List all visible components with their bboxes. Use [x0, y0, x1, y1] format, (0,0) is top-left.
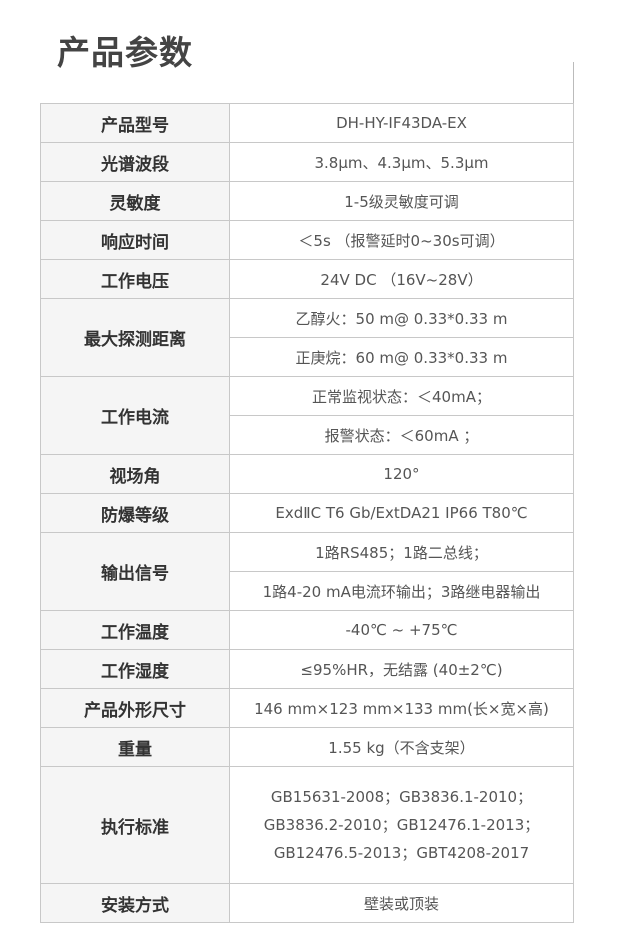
spec-table: 产品型号 DH-HY-IF43DA-EX 光谱波段 3.8μm、4.3μm、5.3μm…: [40, 103, 574, 923]
spec-value: ＜5s （报警延时0~30s可调）: [229, 220, 574, 260]
table-row: 安装方式 壁装或顶装: [40, 883, 574, 923]
spec-label: 重量: [40, 727, 230, 767]
spec-value: GB15631-2008；GB3836.1-2010； GB3836.2-2010…: [229, 766, 574, 884]
spec-value: 1路4-20 mA电流环输出；3路继电器输出: [229, 571, 574, 611]
spec-value-line: GB15631-2008；GB3836.1-2010；: [270, 788, 533, 806]
spec-label: 工作温度: [40, 610, 230, 650]
spec-value: ≤95%HR，无结露 (40±2℃): [229, 649, 574, 689]
table-row: 工作电流 正常监视状态：＜40mA；: [40, 376, 574, 455]
table-row: 正庚烷：60 m@ 0.33*0.33 m: [41, 337, 574, 377]
table-row: 工作电压 24V DC （16V~28V）: [40, 259, 574, 299]
table-row: 产品外形尺寸 146 mm×123 mm×133 mm(长×宽×高): [40, 688, 574, 728]
spec-value: 壁装或顶装: [229, 883, 574, 923]
spec-value: ExdⅡC T6 Gb/ExtDA21 IP66 T80℃: [229, 493, 574, 533]
spec-label: 产品型号: [40, 103, 230, 143]
table-row: 输出信号 1路RS485；1路二总线；: [40, 532, 574, 611]
spec-value: 24V DC （16V~28V）: [229, 259, 574, 299]
spec-label: 工作电流: [40, 376, 230, 455]
spec-value: 120°: [229, 454, 574, 494]
table-row: 光谱波段 3.8μm、4.3μm、5.3μm: [40, 142, 574, 182]
spec-value: DH-HY-IF43DA-EX: [229, 103, 574, 143]
spec-value: 1路RS485；1路二总线；: [229, 532, 574, 572]
spec-value: 正常监视状态：＜40mA；: [229, 376, 574, 416]
spec-label: 产品外形尺寸: [40, 688, 230, 728]
table-row: 灵敏度 1-5级灵敏度可调: [40, 181, 574, 221]
table-row: 报警状态：＜60mA ；: [41, 415, 574, 455]
spec-label: 输出信号: [40, 532, 230, 611]
spec-label: 灵敏度: [40, 181, 230, 221]
table-row: 视场角 120°: [40, 454, 574, 494]
spec-label: 响应时间: [40, 220, 230, 260]
spec-value: 1.55 kg（不含支架）: [229, 727, 574, 767]
spec-label: 安装方式: [40, 883, 230, 923]
spec-value: 报警状态：＜60mA ；: [229, 415, 574, 455]
table-row: 产品型号 DH-HY-IF43DA-EX: [40, 103, 574, 143]
table-row: 重量 1.55 kg（不含支架）: [40, 727, 574, 767]
divider: [573, 62, 574, 104]
spec-value: 1-5级灵敏度可调: [229, 181, 574, 221]
spec-label: 光谱波段: [40, 142, 230, 182]
spec-label: 工作电压: [40, 259, 230, 299]
spec-value: 146 mm×123 mm×133 mm(长×宽×高): [229, 688, 574, 728]
spec-label: 最大探测距离: [40, 298, 230, 377]
page-title: 产品参数: [57, 33, 193, 72]
table-row: 执行标准 GB15631-2008；GB3836.1-2010； GB3836.2-…: [40, 766, 574, 884]
table-row: 最大探测距离 乙醇火：50 m@ 0.33*0.33 m: [40, 298, 574, 377]
spec-value-line: GB3836.2-2010；GB12476.1-2013；: [263, 816, 540, 834]
spec-label: 执行标准: [40, 766, 230, 884]
table-row: 防爆等级 ExdⅡC T6 Gb/ExtDA21 IP66 T80℃: [40, 493, 574, 533]
spec-value: 3.8μm、4.3μm、5.3μm: [229, 142, 574, 182]
spec-label: 视场角: [40, 454, 230, 494]
spec-value: -40℃ ~ +75℃: [229, 610, 574, 650]
table-row: 响应时间 ＜5s （报警延时0~30s可调）: [40, 220, 574, 260]
spec-value: 正庚烷：60 m@ 0.33*0.33 m: [229, 337, 574, 377]
spec-value: 乙醇火：50 m@ 0.33*0.33 m: [229, 298, 574, 338]
spec-label: 防爆等级: [40, 493, 230, 533]
table-row: 工作温度 -40℃ ~ +75℃: [40, 610, 574, 650]
spec-label: 工作湿度: [40, 649, 230, 689]
spec-value-line: GB12476.5-2013；GBT4208-2017: [273, 844, 530, 862]
table-row: 工作湿度 ≤95%HR，无结露 (40±2℃): [40, 649, 574, 689]
